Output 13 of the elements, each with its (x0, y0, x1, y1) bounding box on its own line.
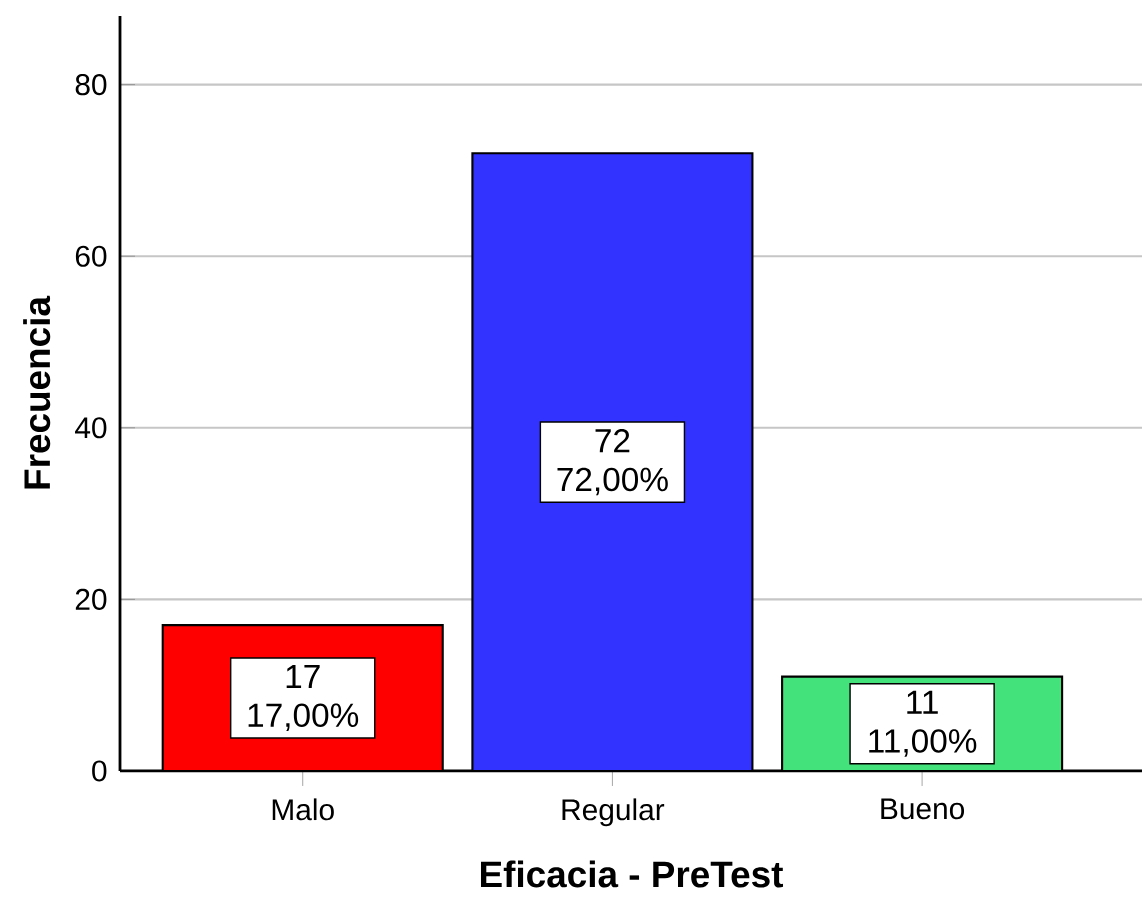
y-tick-label: 80 (75, 74, 107, 96)
data-label: 11 11,00% (869, 690, 977, 757)
y-axis-title: Frecuencia (23, 295, 51, 489)
x-tick-label: Bueno (881, 798, 965, 820)
y-tick-label: 20 (75, 588, 107, 610)
y-tick-label: 40 (75, 417, 107, 439)
y-tick-label: 0 (92, 760, 107, 782)
x-tick-label: Regular (562, 798, 665, 827)
x-axis-title: Eficacia - PreTest (481, 860, 784, 888)
x-tick-label: Malo (272, 798, 334, 821)
data-label: 72 72,00% (557, 429, 668, 496)
data-label: 17 17,00% (248, 665, 359, 732)
y-tick-label: 60 (75, 245, 107, 267)
